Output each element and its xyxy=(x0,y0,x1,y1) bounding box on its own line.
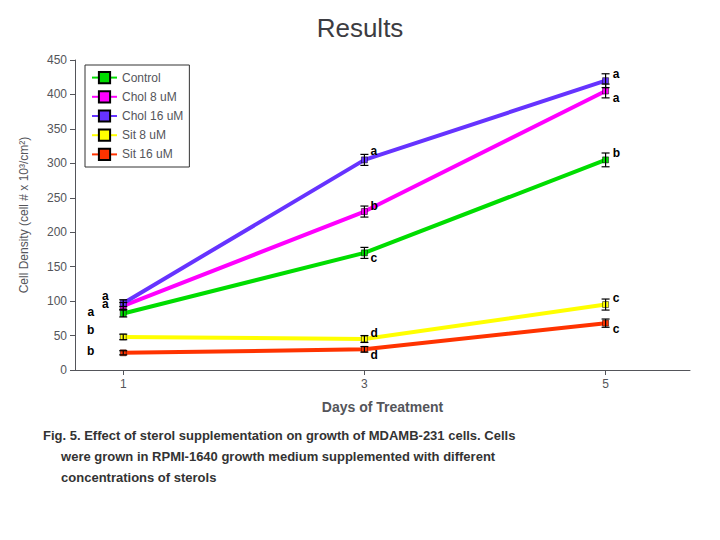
svg-text:c: c xyxy=(613,322,620,336)
svg-text:b: b xyxy=(87,323,94,337)
svg-text:Results: Results xyxy=(317,13,404,43)
svg-text:c: c xyxy=(613,291,620,305)
svg-text:300: 300 xyxy=(47,156,67,170)
svg-text:Chol 8 uM: Chol 8 uM xyxy=(122,90,177,104)
svg-text:b: b xyxy=(613,146,620,160)
svg-text:were grown in RPMI-1640 growth: were grown in RPMI-1640 growth medium su… xyxy=(43,449,496,464)
svg-text:Control: Control xyxy=(122,71,161,85)
svg-text:d: d xyxy=(370,348,377,362)
svg-text:50: 50 xyxy=(54,329,68,343)
svg-text:Chol 16 uM: Chol 16 uM xyxy=(122,109,183,123)
svg-text:400: 400 xyxy=(47,87,67,101)
svg-text:a: a xyxy=(102,297,109,311)
svg-text:100: 100 xyxy=(47,294,67,308)
svg-text:Sit 16 uM: Sit 16 uM xyxy=(122,147,173,161)
svg-text:c: c xyxy=(370,251,377,265)
svg-text:a: a xyxy=(102,288,109,303)
svg-text:Days of Treatment: Days of Treatment xyxy=(322,399,444,415)
svg-text:b: b xyxy=(370,199,377,213)
svg-text:150: 150 xyxy=(47,260,67,274)
svg-text:Sit 8 uM: Sit 8 uM xyxy=(122,128,166,142)
svg-text:200: 200 xyxy=(47,225,67,239)
svg-text:5: 5 xyxy=(602,377,609,391)
svg-text:1: 1 xyxy=(120,377,127,391)
svg-text:a: a xyxy=(88,305,95,319)
svg-text:b: b xyxy=(87,344,94,358)
svg-text:0: 0 xyxy=(60,363,67,377)
svg-text:a: a xyxy=(370,144,377,158)
svg-text:3: 3 xyxy=(361,377,368,391)
svg-text:Cell Density (cell # x 10³/cm²: Cell Density (cell # x 10³/cm²) xyxy=(17,137,31,294)
svg-text:d: d xyxy=(370,326,377,340)
svg-text:Fig. 5. Effect of sterol suppl: Fig. 5. Effect of sterol supplementation… xyxy=(43,428,515,443)
svg-text:concentrations of sterols: concentrations of sterols xyxy=(43,470,216,485)
svg-text:250: 250 xyxy=(47,191,67,205)
svg-text:a: a xyxy=(613,91,620,105)
svg-text:450: 450 xyxy=(47,53,67,67)
svg-text:350: 350 xyxy=(47,122,67,136)
svg-text:a: a xyxy=(613,67,620,81)
